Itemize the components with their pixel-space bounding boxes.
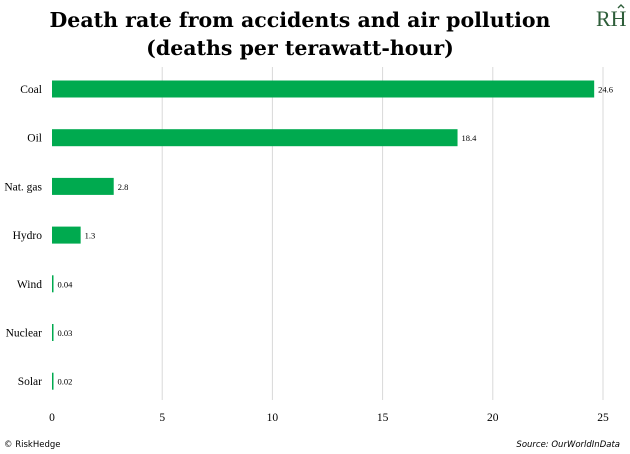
category-label: Oil [27,133,42,145]
bar-wind [52,275,54,293]
value-label: 0.04 [58,279,74,289]
value-label: 0.02 [58,377,73,387]
bar-oil [52,129,458,147]
x-tick-label: 0 [49,412,55,424]
bar-solar [52,372,54,390]
bar-nuclear [52,324,54,341]
chart-title-line-2: (deaths per terawatt-hour) [146,36,454,60]
category-label: Hydro [13,230,43,242]
riskhedge-logo: RH [596,4,627,31]
logo-arrow-icon [617,4,625,9]
x-tick-label: 20 [487,412,499,424]
copyright-text: © RiskHedge [4,440,61,450]
x-tick-label: 25 [597,412,609,424]
category-label: Solar [18,376,42,388]
bar-hydro [52,226,81,244]
source-text: Source: OurWorldInData [516,440,620,450]
x-tick-label: 15 [377,412,389,424]
value-label: 1.3 [85,231,96,241]
bar-coal [52,80,595,98]
category-label: Wind [17,279,42,291]
category-label: Nuclear [6,328,43,340]
value-label: 0.03 [58,328,73,338]
bar-nat-gas [52,177,114,195]
x-tick-label: 10 [267,412,279,424]
logo-text: RH [596,6,627,31]
value-label: 18.4 [462,133,478,143]
x-tick-label: 5 [159,412,165,424]
category-label: Nat. gas [4,181,42,193]
chart-title: Death rate from accidents and air pollut… [40,6,560,62]
chart-title-line-1: Death rate from accidents and air pollut… [49,8,551,32]
value-label: 2.8 [118,182,129,192]
category-label: Coal [20,84,42,96]
value-label: 24.6 [598,85,613,95]
